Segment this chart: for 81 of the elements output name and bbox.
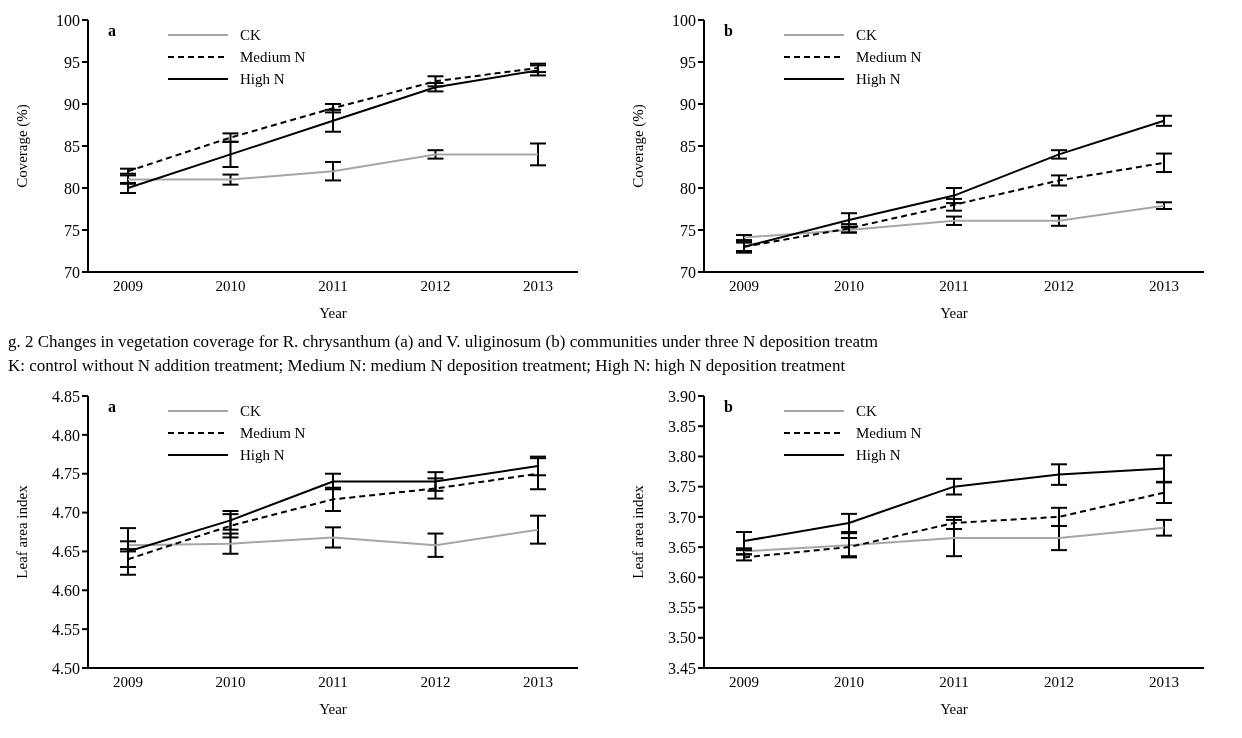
x-tick-label: 2011 xyxy=(939,277,969,294)
legend-label: CK xyxy=(240,402,261,420)
legend-label: High N xyxy=(240,446,285,464)
y-tick-label: 75 xyxy=(680,221,696,239)
y-tick-label: 4.65 xyxy=(52,543,80,561)
y-tick-label: 3.70 xyxy=(668,508,696,526)
x-tick-label: 2012 xyxy=(420,673,451,690)
legend-label: Medium N xyxy=(240,48,306,66)
x-axis-title: Year xyxy=(319,701,347,717)
x-tick-label: 2011 xyxy=(318,673,348,690)
y-tick-label: 3.75 xyxy=(668,478,696,496)
x-tick-label: 2011 xyxy=(318,277,348,294)
chart-title: a xyxy=(108,22,116,40)
legend-label: Medium N xyxy=(856,48,922,66)
y-tick-label: 3.50 xyxy=(668,629,696,647)
x-axis-title: Year xyxy=(319,305,347,321)
x-tick-label: 2013 xyxy=(523,673,553,690)
x-tick-label: 2010 xyxy=(834,673,864,690)
y-axis-title: Leaf area index xyxy=(14,484,31,579)
y-tick-label: 100 xyxy=(672,11,696,29)
line-series xyxy=(743,526,1165,553)
text: g. 2 Changes in vegetation coverage for R. chrysanthum (a) and V. uliginosum (b) communities under three N deposition treatm xyxy=(8,331,879,353)
x-tick-label: 2009 xyxy=(729,673,759,690)
x-tick-label: 2013 xyxy=(523,277,553,294)
y-tick-label: 75 xyxy=(64,221,80,239)
y-tick-label: 85 xyxy=(680,137,696,155)
x-tick-label: 2013 xyxy=(1149,277,1179,294)
line-series xyxy=(127,528,539,547)
legend-label: Medium N xyxy=(240,424,306,442)
line-series xyxy=(743,204,1165,239)
y-tick-label: 3.55 xyxy=(668,599,696,617)
y-tick-label: 4.85 xyxy=(52,387,80,405)
y-tick-label: 85 xyxy=(64,137,80,155)
x-axis-title: Year xyxy=(940,701,968,717)
y-tick-label: 70 xyxy=(680,263,696,281)
x-tick-label: 2012 xyxy=(1044,673,1074,690)
text: K: control without N addition treatment; Medium N: medium N deposition treatment; High N: high N deposition treatment xyxy=(8,355,847,377)
y-tick-label: 3.90 xyxy=(668,387,696,405)
y-tick-label: 4.75 xyxy=(52,465,80,483)
x-tick-label: 2013 xyxy=(1149,673,1179,690)
y-tick-label: 3.80 xyxy=(668,448,696,466)
x-tick-label: 2012 xyxy=(1044,277,1074,294)
x-tick-label: 2010 xyxy=(215,277,246,294)
chart-title: b xyxy=(724,398,733,416)
y-tick-label: 3.65 xyxy=(668,538,696,556)
x-tick-label: 2010 xyxy=(834,277,864,294)
y-axis-title: Leaf area index xyxy=(630,484,647,579)
y-tick-label: 100 xyxy=(56,11,80,29)
legend-label: CK xyxy=(856,402,877,420)
chart-title: b xyxy=(724,22,733,40)
y-tick-label: 3.45 xyxy=(668,659,696,677)
y-tick-label: 4.50 xyxy=(52,659,80,677)
legend-label: Medium N xyxy=(856,424,922,442)
y-tick-label: 80 xyxy=(680,179,696,197)
x-tick-label: 2012 xyxy=(420,277,451,294)
legend-label: High N xyxy=(856,446,901,464)
y-tick-label: 80 xyxy=(64,179,80,197)
x-tick-label: 2009 xyxy=(729,277,759,294)
chart-title: a xyxy=(108,398,116,416)
y-tick-label: 90 xyxy=(64,95,80,113)
legend-label: CK xyxy=(240,26,261,44)
x-tick-label: 2009 xyxy=(113,673,143,690)
y-tick-label: 4.80 xyxy=(52,426,80,444)
legend-label: High N xyxy=(240,70,285,88)
legend-label: High N xyxy=(856,70,901,88)
y-tick-label: 95 xyxy=(64,53,80,71)
y-tick-label: 4.60 xyxy=(52,581,80,599)
y-tick-label: 90 xyxy=(680,95,696,113)
x-tick-label: 2009 xyxy=(113,277,143,294)
y-tick-label: 70 xyxy=(64,263,80,281)
x-tick-label: 2011 xyxy=(939,673,969,690)
y-tick-label: 4.55 xyxy=(52,620,80,638)
y-axis-title: Coverage (%) xyxy=(14,104,32,188)
y-axis-title: Coverage (%) xyxy=(630,104,648,188)
x-axis-title: Year xyxy=(940,305,968,321)
y-tick-label: 3.60 xyxy=(668,569,696,587)
y-tick-label: 4.70 xyxy=(52,504,80,522)
legend-label: CK xyxy=(856,26,877,44)
y-tick-label: 3.85 xyxy=(668,417,696,435)
x-tick-label: 2010 xyxy=(215,673,246,690)
y-tick-label: 95 xyxy=(680,53,696,71)
